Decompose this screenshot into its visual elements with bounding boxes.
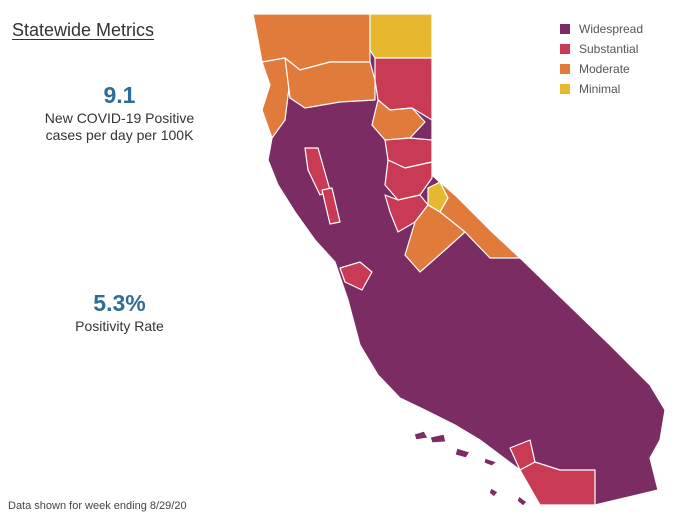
legend-swatch xyxy=(560,84,570,94)
county-mono xyxy=(439,181,521,259)
data-date-footnote: Data shown for week ending 8/29/20 xyxy=(8,500,187,512)
legend-label: Substantial xyxy=(579,42,639,56)
county-napa xyxy=(321,187,341,225)
legend-item-widespread: Widespread xyxy=(560,19,643,39)
legend-item-substantial: Substantial xyxy=(560,39,643,59)
positivity-rate-label: Positivity Rate xyxy=(75,318,164,334)
island-2 xyxy=(429,433,447,444)
county-modoc xyxy=(369,13,433,59)
legend-swatch xyxy=(560,24,570,34)
island-6 xyxy=(516,495,528,507)
county-plumas xyxy=(371,99,426,141)
legend-item-moderate: Moderate xyxy=(560,59,643,79)
legend-label: Widespread xyxy=(579,22,644,36)
county-san-diego xyxy=(519,461,596,506)
legend-label: Minimal xyxy=(579,82,621,96)
positivity-rate-value: 5.3% xyxy=(93,290,146,316)
island-1 xyxy=(413,430,429,441)
county-santa-clara xyxy=(339,261,373,291)
case-rate-value: 9.1 xyxy=(103,82,136,108)
page-title: Statewide Metrics xyxy=(12,20,155,40)
county-placer-eldorado xyxy=(384,159,433,201)
legend-swatch xyxy=(560,44,570,54)
case-rate-label-line-1: New COVID-19 Positive xyxy=(44,110,195,126)
case-rate-label-line-2: cases per day per 100K xyxy=(45,127,194,143)
legend-swatch xyxy=(560,64,570,74)
legend-item-minimal: Minimal xyxy=(560,79,643,99)
island-4 xyxy=(483,457,498,467)
county-trinity-shasta xyxy=(284,57,376,109)
county-tuolumne-mariposa xyxy=(404,204,466,273)
legend-label: Moderate xyxy=(579,62,630,76)
island-5 xyxy=(488,487,499,498)
tier-legend: Widespread Substantial Moderate Minimal xyxy=(560,19,643,99)
island-3 xyxy=(454,447,471,459)
